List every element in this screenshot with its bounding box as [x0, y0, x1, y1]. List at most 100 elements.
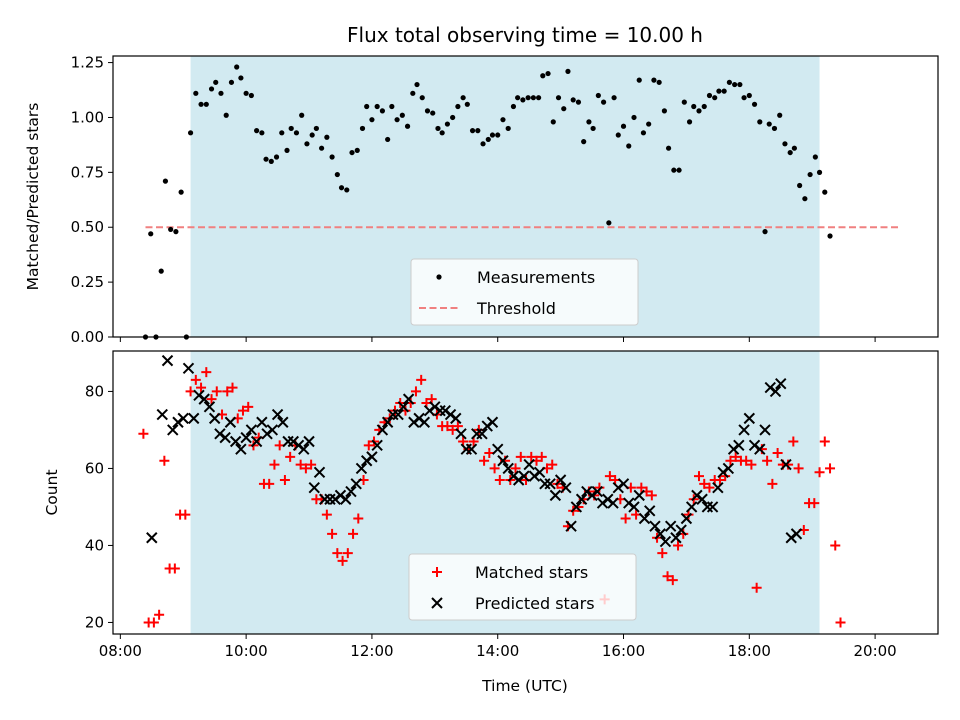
measurement-point	[354, 147, 360, 153]
matched-star-point	[657, 548, 668, 559]
measurement-point	[751, 101, 758, 107]
matched-star-point	[741, 455, 752, 466]
matched-star-point	[222, 386, 233, 397]
predicted-star-point	[271, 408, 284, 421]
measurement-point	[338, 185, 345, 191]
predicted-star-point	[418, 416, 431, 428]
matched-star-point	[196, 382, 207, 393]
predicted-star-point	[229, 435, 242, 448]
predicted-star-point	[324, 493, 336, 505]
predicted-star-point	[617, 478, 630, 490]
matched-star-point	[515, 451, 526, 462]
y-tick-label: 0.75	[71, 163, 104, 181]
measurement-point	[168, 226, 174, 233]
predicted-star-point	[340, 493, 352, 505]
measurement-point	[565, 68, 571, 74]
matched-star-point	[725, 455, 736, 466]
measurement-point	[293, 130, 300, 136]
measurement-point	[570, 97, 576, 103]
measurement-point	[716, 88, 722, 94]
matched-star-point	[636, 482, 647, 493]
bottom-y-axis-label: Count	[43, 469, 61, 515]
measurement-point	[228, 79, 235, 85]
x-tick-label: 10:00	[225, 642, 268, 660]
measurement-point	[822, 189, 828, 195]
y-tick-label: 60	[85, 459, 104, 477]
measurement-point	[671, 167, 677, 173]
measurement-point	[464, 101, 470, 107]
matched-star-point	[594, 482, 605, 493]
matched-star-point	[667, 575, 678, 586]
measurement-point	[158, 268, 164, 274]
measurement-point	[581, 139, 587, 145]
matched-star-point	[201, 367, 212, 378]
predicted-star-point	[497, 455, 509, 467]
measurement-point	[238, 75, 244, 81]
predicted-star-point	[450, 412, 462, 425]
predicted-star-point	[649, 520, 661, 532]
measurement-point	[712, 95, 718, 101]
predicted-star-point	[628, 501, 640, 513]
matched-star-point	[442, 421, 453, 432]
top-y-axis-label: Matched/Predicted stars	[24, 103, 42, 291]
legend-box	[410, 258, 639, 326]
measurement-point	[329, 154, 335, 160]
matched-star-point	[269, 459, 280, 470]
predicted-star-point	[775, 378, 787, 390]
matched-star-point	[835, 617, 846, 628]
predicted-star-point	[471, 428, 483, 440]
matched-star-point	[327, 528, 338, 539]
measurement-point	[807, 171, 813, 178]
predicted-star-point	[167, 424, 179, 436]
measurement-point	[816, 169, 823, 175]
matched-star-point	[285, 451, 296, 462]
predicted-star-point	[198, 393, 210, 405]
measurement-point	[762, 229, 768, 235]
predicted-star-point	[397, 401, 410, 413]
measurement-point	[757, 119, 763, 125]
measurement-point	[495, 132, 501, 138]
matched-star-point	[604, 471, 615, 482]
predicted-star-point	[476, 428, 488, 440]
y-tick-label: 0.25	[71, 273, 104, 291]
matched-star-point	[148, 617, 159, 628]
measurement-point	[615, 132, 621, 138]
measurement-point	[439, 130, 445, 136]
measurement-point	[771, 125, 778, 132]
predicted-star-point	[685, 501, 698, 513]
measurement-point	[510, 103, 517, 110]
predicted-star-point	[722, 462, 735, 475]
predicted-star-point	[256, 416, 268, 428]
matched-star-point	[730, 451, 741, 462]
measurement-point	[404, 123, 411, 129]
matched-star-point	[809, 498, 820, 509]
measurement-point	[450, 114, 456, 121]
matched-star-point	[751, 582, 762, 593]
matched-star-point	[788, 436, 799, 447]
predicted-star-point	[460, 443, 472, 455]
predicted-star-point	[188, 412, 200, 425]
predicted-star-point	[381, 416, 394, 428]
predicted-star-point	[533, 466, 546, 478]
matched-star-point	[348, 528, 359, 539]
predicted-star-point	[696, 493, 708, 505]
matched-star-point	[489, 463, 500, 474]
measurement-point	[369, 117, 375, 123]
measurement-point	[782, 141, 788, 147]
legend-label: Measurements	[477, 268, 595, 287]
measurement-point	[827, 233, 833, 239]
y-tick-label: 20	[85, 613, 104, 631]
matched-star-point	[154, 609, 165, 620]
predicted-star-point	[712, 481, 724, 494]
measurement-point	[344, 187, 350, 193]
matched-star-point	[138, 428, 149, 439]
predicted-star-point	[355, 462, 368, 475]
measurement-point	[173, 229, 179, 235]
measurement-point	[248, 92, 254, 99]
measurement-point	[193, 90, 199, 96]
matched-star-point	[825, 463, 836, 474]
measurement-point	[374, 103, 380, 110]
measurement-point	[213, 79, 219, 85]
matched-star-point	[363, 440, 374, 451]
